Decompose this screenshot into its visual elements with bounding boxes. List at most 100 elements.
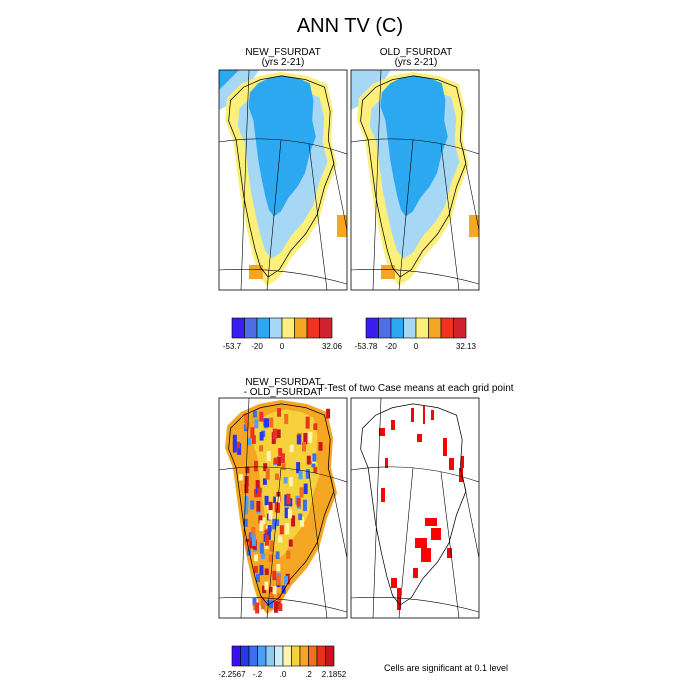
colorbar-box [415, 317, 429, 339]
cell [326, 408, 331, 419]
cell [251, 527, 256, 538]
cell [277, 593, 282, 604]
cell [267, 525, 272, 532]
cell [246, 437, 251, 446]
cell [252, 597, 257, 606]
cell [246, 548, 251, 556]
colorbar-label: 32.06 [322, 342, 343, 351]
cell [266, 451, 271, 462]
cell [291, 515, 296, 527]
cell [289, 444, 294, 453]
colorbar-box [265, 645, 275, 667]
cell [238, 474, 243, 481]
cell [269, 600, 274, 609]
cell [270, 592, 275, 603]
cell [300, 517, 305, 527]
cell [262, 478, 267, 485]
cell [255, 480, 260, 488]
significant-cell [431, 528, 441, 540]
significant-cell [449, 458, 454, 470]
significant-cell [431, 410, 434, 420]
colorbar-label: 0 [280, 342, 285, 351]
cell [253, 460, 258, 472]
cell [305, 469, 310, 479]
cell [261, 517, 266, 525]
cell [281, 463, 286, 471]
panel-subtitle: (yrs 2-21) [395, 57, 438, 68]
cell [244, 412, 249, 424]
cell [268, 508, 273, 520]
colorbar-box [308, 645, 318, 667]
cell [259, 565, 264, 576]
colorbar-label: 0 [414, 342, 419, 351]
cell [298, 513, 303, 521]
significant-cell [461, 456, 464, 468]
cell [253, 566, 258, 574]
cell [274, 502, 279, 513]
cell [277, 456, 282, 466]
cell [254, 554, 259, 562]
cell [259, 411, 264, 422]
colorbar: -53.78 -20 0 32.13 [355, 317, 477, 351]
colorbar-box [274, 645, 284, 667]
colorbar-box [269, 317, 283, 339]
cell [272, 428, 277, 440]
colorbar-label: .0 [280, 670, 287, 679]
panel-subtitle: - OLD_FSURDAT [244, 387, 323, 398]
note: Cells are significant at 0.1 level [384, 663, 508, 673]
cell [232, 441, 237, 453]
cell [275, 551, 280, 559]
cell [264, 581, 269, 590]
cell [302, 499, 307, 511]
significant-cell [385, 458, 388, 468]
cell [245, 422, 250, 429]
colorbar: -2.2567 -.2 .0 .2 2.1852 [218, 645, 347, 679]
cell [268, 501, 273, 511]
cell [278, 448, 283, 456]
map-panel [350, 397, 480, 619]
map-panel [218, 397, 348, 619]
cell [257, 487, 262, 498]
cell [287, 509, 292, 519]
colorbar-box [291, 645, 301, 667]
colorbar-box [390, 317, 404, 339]
cell [259, 520, 264, 532]
map-panel [350, 69, 480, 291]
colorbar-box [257, 645, 267, 667]
significant-cell [417, 434, 422, 442]
cell [303, 433, 308, 445]
cell [278, 603, 283, 612]
cell [299, 487, 304, 498]
cell [273, 457, 278, 464]
cell [243, 518, 248, 527]
colorbar-box [240, 645, 250, 667]
panel-subtitle: (yrs 2-21) [262, 57, 305, 68]
significant-cell [391, 578, 397, 588]
cell [284, 507, 289, 519]
cell [250, 500, 255, 510]
cell [274, 473, 279, 481]
cell [303, 483, 308, 495]
significant-cell [423, 406, 425, 424]
cell [313, 423, 318, 430]
cell [296, 434, 301, 445]
colorbar-box [325, 645, 335, 667]
cell [258, 515, 263, 524]
colorbar-label: -20 [251, 342, 263, 351]
colorbar-label: -.2 [253, 670, 263, 679]
cell [248, 539, 253, 549]
colorbar-label: .2 [305, 670, 312, 679]
cell [278, 535, 283, 543]
significant-cell [421, 548, 431, 562]
colorbar-box [316, 645, 326, 667]
cell [273, 601, 278, 613]
cell [269, 540, 274, 552]
cell [276, 429, 281, 438]
colorbar-box [248, 645, 258, 667]
cell [250, 427, 255, 439]
cell [260, 597, 265, 610]
cell [308, 431, 313, 443]
cell [284, 576, 289, 585]
cell [232, 434, 237, 446]
